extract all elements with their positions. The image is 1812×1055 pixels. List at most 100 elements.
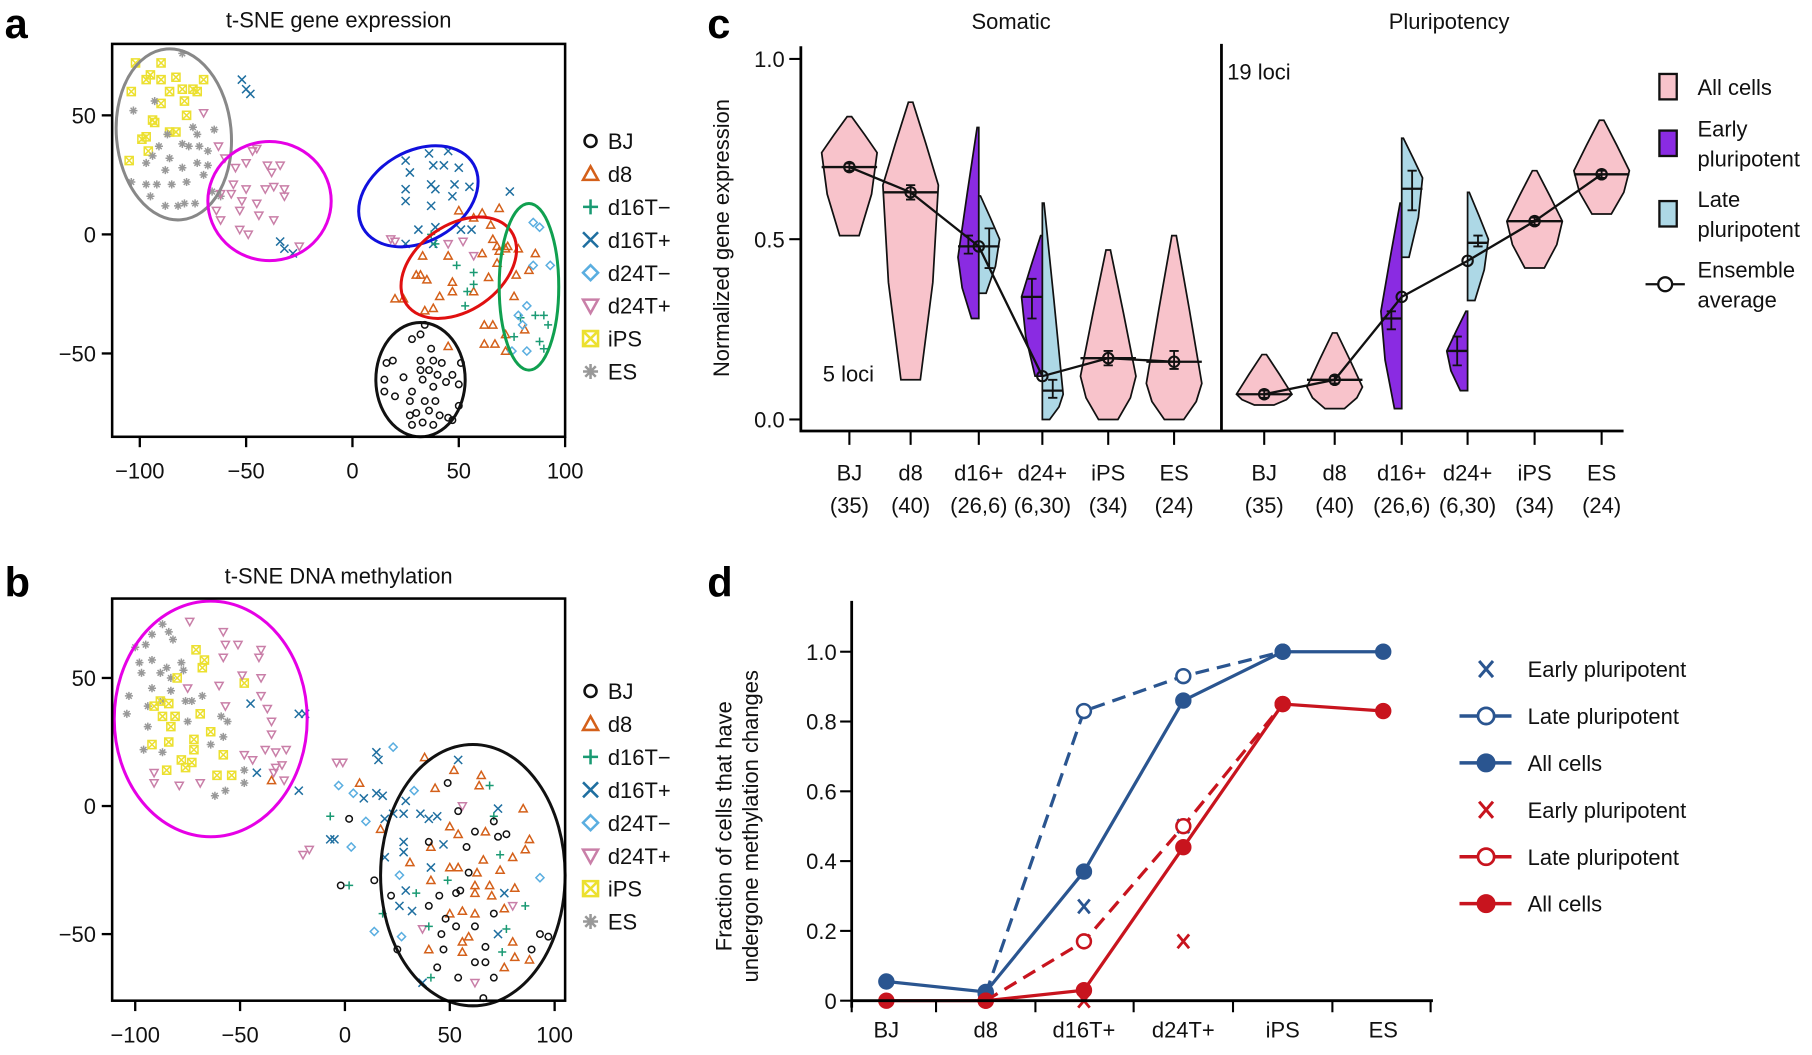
x-tick-label: iPS (1518, 461, 1552, 486)
legend-label: All cells (1528, 892, 1602, 917)
panel-letter-b: b (5, 558, 30, 605)
triangle-shape (509, 882, 521, 892)
triangle-shape (448, 764, 460, 775)
ensemble-average-point (904, 186, 917, 199)
point-d16T+ (424, 148, 434, 159)
x-tick-label: BJ (1251, 461, 1277, 486)
triangle-shape (457, 905, 468, 916)
circle-shape (424, 901, 433, 910)
point-ES (161, 166, 170, 175)
point-BJ (405, 411, 414, 420)
point-BJ (425, 406, 434, 415)
point-d24T− (369, 926, 380, 937)
point-ES (163, 130, 172, 139)
point-d24T− (521, 345, 532, 357)
facet-title-pluripotency: Pluripotency (1389, 9, 1510, 34)
point-BJ (427, 344, 436, 353)
circle-shape (412, 408, 421, 417)
asterisk-shape (193, 130, 202, 139)
x-shape (407, 906, 417, 916)
point-d16T+ (428, 160, 438, 170)
point-ES (161, 201, 170, 210)
point-ES (217, 712, 226, 721)
asterisk-shape (174, 201, 183, 210)
data-point (1375, 702, 1392, 720)
point-iPS (176, 755, 187, 765)
point-d24T+ (234, 225, 246, 236)
ensemble-average-point (1461, 254, 1474, 268)
triangle-shape (278, 776, 290, 787)
point-ES (240, 778, 249, 788)
ensemble-average-line (1263, 173, 1603, 396)
triangle-shape (389, 293, 401, 303)
legend-label: Early pluripotent (1528, 657, 1687, 682)
point-iPS (170, 711, 180, 722)
point-d16T− (544, 320, 553, 329)
point-ES (174, 201, 183, 210)
point-d8 (487, 319, 499, 329)
circle-shape (435, 891, 444, 900)
triangle-shape (498, 902, 510, 913)
point-d24T+ (457, 802, 468, 812)
legend-label: d8 (608, 712, 632, 737)
point-ES (150, 97, 159, 106)
point-iPS (195, 709, 206, 719)
triangle-shape (375, 823, 386, 834)
legend-marker-ES (583, 914, 599, 930)
point-d16T+ (430, 184, 440, 194)
x-tick-label: −50 (228, 458, 265, 483)
point-iPS (212, 770, 222, 781)
x-tick-label: 0 (346, 458, 358, 483)
plus-shape (345, 881, 354, 890)
x-shape (438, 839, 449, 850)
triangle-shape (473, 779, 485, 790)
triangle-shape (484, 879, 495, 890)
point-BJ (442, 378, 451, 387)
point-d16T+ (371, 747, 381, 757)
point-iPS (180, 762, 191, 773)
point-d16T− (326, 812, 335, 821)
x-shape (493, 804, 503, 814)
x-shape (466, 225, 477, 235)
circle-shape (437, 930, 446, 939)
point-d8 (425, 874, 437, 885)
asterisk-shape (143, 722, 152, 731)
triangle-shape (182, 684, 193, 694)
point-d16T− (469, 280, 478, 289)
point-ES (139, 745, 148, 754)
legend-marker-d24T− (581, 263, 600, 283)
triangle-shape (266, 717, 277, 728)
triangle-shape (471, 867, 483, 877)
asterisk-shape (127, 177, 136, 187)
triangle-shape (419, 751, 430, 762)
x-shape (325, 834, 335, 844)
point-d24T+ (259, 185, 271, 195)
ensemble-average-point (1528, 214, 1541, 228)
point-d24T+ (242, 230, 254, 240)
point-BJ (454, 807, 463, 816)
point-d8 (507, 851, 519, 862)
y-tick-label: 0.6 (806, 779, 837, 804)
x-shape (401, 885, 411, 896)
point-BJ (408, 387, 416, 396)
triangle-shape (385, 235, 397, 245)
circle-shape (408, 335, 416, 344)
x-tick-label: BJ (837, 461, 863, 486)
plus-shape (496, 850, 505, 859)
plus-shape (489, 812, 498, 821)
point-d8 (423, 943, 435, 954)
diamond-shape (348, 788, 359, 799)
panel-d-ylabel-line2: undergone methylation changes (738, 670, 763, 982)
x-shape (426, 862, 436, 873)
point-ES (124, 691, 133, 700)
point-d8 (463, 931, 474, 941)
violin-early (1380, 202, 1403, 410)
triangle-shape (510, 269, 522, 279)
circle-shape (416, 330, 425, 339)
asterisk-shape (199, 170, 208, 179)
circle-shape (420, 397, 429, 406)
x-shape (237, 75, 247, 85)
triangle-shape (276, 761, 288, 771)
circle-shape (481, 942, 490, 951)
cluster-ellipse (112, 599, 309, 839)
